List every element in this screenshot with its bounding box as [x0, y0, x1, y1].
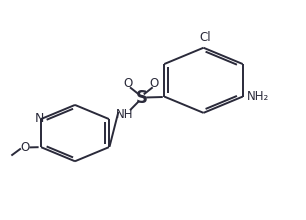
Text: S: S: [135, 89, 147, 107]
Text: O: O: [150, 77, 159, 90]
Text: O: O: [124, 77, 133, 90]
Text: NH₂: NH₂: [246, 90, 269, 103]
Text: Cl: Cl: [199, 31, 211, 44]
Text: N: N: [35, 112, 44, 125]
Text: NH: NH: [116, 108, 133, 121]
Text: O: O: [21, 141, 30, 154]
